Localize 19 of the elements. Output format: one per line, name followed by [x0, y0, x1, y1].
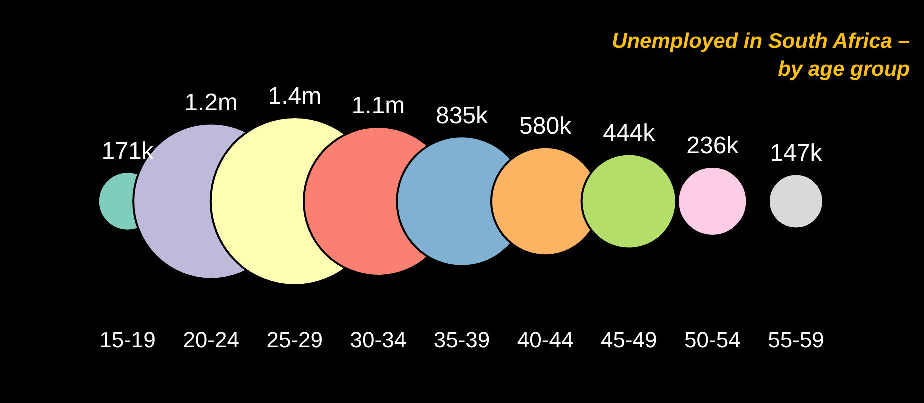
category-label: 15-19: [100, 327, 156, 352]
data-label: 236k: [686, 132, 740, 160]
category-label: 30-34: [350, 327, 407, 352]
data-label: 835k: [436, 102, 490, 130]
data-label: 1.4m: [268, 83, 322, 110]
data-label: 147k: [770, 140, 824, 167]
data-label: 171k: [102, 138, 155, 165]
category-label: 55-59: [768, 327, 824, 352]
data-label: 444k: [603, 120, 656, 147]
category-label: 25-29: [266, 327, 324, 352]
data-label: 580k: [520, 113, 573, 140]
category-label: 40-44: [517, 327, 574, 352]
text: Unemployed in South Africa – by age group: [611, 29, 910, 83]
data-label: 1.1m: [352, 92, 406, 120]
category-label: 45-49: [600, 327, 658, 352]
category-label: 35-39: [434, 327, 490, 352]
data-label: 1.2m: [184, 89, 238, 116]
category-label: 20-24: [183, 327, 240, 352]
category-label: 50-54: [684, 327, 741, 352]
